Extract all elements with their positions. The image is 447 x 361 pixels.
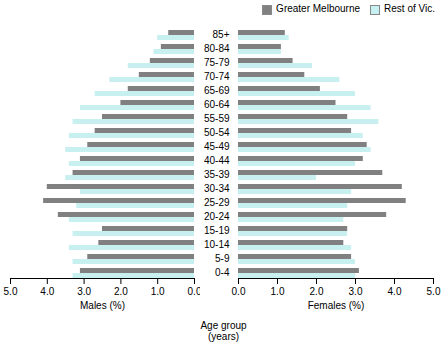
html-text:Greater Melbourne: Greater Melbourne bbox=[276, 3, 360, 15]
svg-text:0.0: 0.0 bbox=[232, 286, 246, 297]
svg-text:45-49: 45-49 bbox=[204, 141, 230, 152]
svg-text:3.0: 3.0 bbox=[77, 286, 91, 297]
svg-text:4.0: 4.0 bbox=[40, 286, 54, 297]
svg-text:35-39: 35-39 bbox=[204, 169, 230, 180]
svg-text:5.0: 5.0 bbox=[427, 286, 441, 297]
svg-text:Males (%): Males (%) bbox=[80, 300, 125, 311]
svg-text:40-44: 40-44 bbox=[204, 155, 230, 166]
svg-text:70-74: 70-74 bbox=[204, 71, 230, 82]
svg-text:20-24: 20-24 bbox=[204, 211, 230, 222]
svg-text:80-84: 80-84 bbox=[204, 43, 230, 54]
svg-text:1.0: 1.0 bbox=[271, 286, 285, 297]
svg-text:15-19: 15-19 bbox=[204, 225, 230, 236]
svg-text:60-64: 60-64 bbox=[204, 99, 230, 110]
svg-text:75-79: 75-79 bbox=[204, 57, 230, 68]
svg-text:2.0: 2.0 bbox=[114, 286, 128, 297]
svg-text:30-34: 30-34 bbox=[204, 183, 230, 194]
svg-text:25-29: 25-29 bbox=[204, 197, 230, 208]
svg-text:55-59: 55-59 bbox=[204, 113, 230, 124]
svg-text:50-54: 50-54 bbox=[204, 127, 230, 138]
html-text:Age group (years): Age group (years) bbox=[200, 320, 247, 342]
svg-text:2.0: 2.0 bbox=[310, 286, 324, 297]
svg-text:0.0: 0.0 bbox=[188, 286, 200, 297]
svg-text:5.0: 5.0 bbox=[4, 286, 18, 297]
svg-text:1.0: 1.0 bbox=[151, 286, 165, 297]
svg-text:Females (%): Females (%) bbox=[308, 300, 365, 311]
svg-text:10-14: 10-14 bbox=[204, 239, 230, 250]
svg-text:3.0: 3.0 bbox=[349, 286, 363, 297]
svg-text:0-4: 0-4 bbox=[215, 267, 230, 278]
svg-text:5-9: 5-9 bbox=[215, 253, 230, 264]
html-text:Rest of Vic.: Rest of Vic. bbox=[384, 3, 435, 15]
svg-text:4.0: 4.0 bbox=[388, 286, 402, 297]
svg-text:65-69: 65-69 bbox=[204, 85, 230, 96]
svg-text:85+: 85+ bbox=[213, 29, 230, 40]
